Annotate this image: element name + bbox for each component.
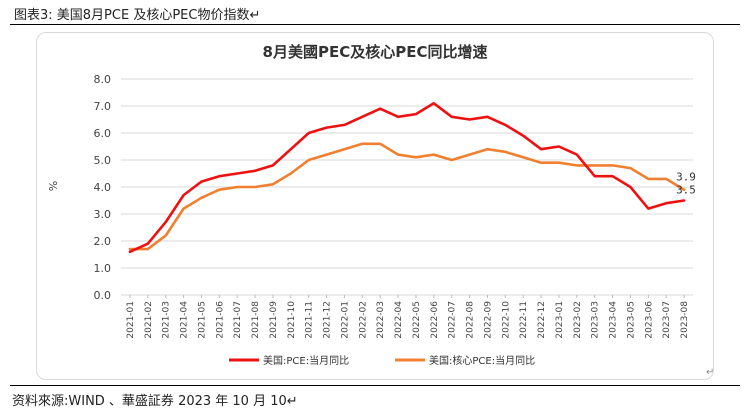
x-tick-label: 2022-07 (448, 301, 458, 339)
x-tick-label: 2021-01 (126, 301, 136, 339)
legend-label: 美国:PCE:当月同比 (263, 354, 349, 367)
caption-return-mark: ↵ (249, 8, 261, 23)
x-tick-label: 2021-04 (180, 301, 190, 339)
x-tick-label: 2022-11 (519, 301, 529, 339)
source-rule (10, 385, 740, 386)
x-tick-label: 2021-05 (197, 301, 207, 339)
y-tick-label: 8.0 (94, 73, 112, 86)
y-tick-label: 7.0 (94, 100, 112, 113)
x-tick-label: 2021-08 (251, 301, 261, 339)
y-tick-label: 6.0 (94, 127, 112, 140)
x-tick-label: 2023-08 (680, 301, 690, 339)
x-tick-label: 2022-02 (358, 301, 368, 339)
x-tick-label: 2021-07 (233, 301, 243, 339)
x-tick-label: 2022-03 (376, 301, 386, 339)
y-tick-label: 3.0 (94, 208, 112, 221)
caption-rule (10, 24, 740, 25)
figure-caption-text: 图表3: 美国8月PCE 及核心PEC物价指数 (14, 8, 250, 23)
series-line (128, 102, 686, 254)
end-data-label: 3.9 (676, 171, 696, 184)
end-labels: 3.53.9 (676, 171, 696, 197)
x-tick-label: 2023-07 (662, 301, 672, 339)
x-tick-labels: 2021-01 2021-02 2021-03 2021-04 2021-05 2021-… (126, 295, 690, 339)
x-tick-label: 2022-08 (466, 301, 476, 339)
series-line (128, 142, 686, 251)
chart-frame: 8月美國PEC及核心PEC同比增速 % 0.0 1.0 2.0 3.0 4.0 5.0 6.… (36, 32, 714, 380)
y-tick-labels: 0.0 1.0 2.0 3.0 4.0 5.0 6.0 7.0 8.0 (94, 73, 112, 302)
x-tick-label: 2021-10 (287, 301, 297, 339)
x-tick-label: 2021-12 (323, 301, 333, 339)
series-layer (128, 102, 686, 254)
x-tick-label: 2023-01 (555, 301, 565, 339)
source-text: 资料來源:WIND 、華盛証券 2023 年 10 月 10 (12, 394, 287, 409)
end-data-label: 3.5 (676, 184, 696, 197)
x-tick-label: 2023-06 (644, 301, 654, 339)
y-tick-label: 2.0 (94, 235, 112, 248)
x-tick-label: 2021-03 (162, 301, 172, 339)
y-tick-label: 1.0 (94, 262, 112, 275)
x-tick-label: 2022-04 (394, 301, 404, 339)
x-tick-label: 2021-09 (269, 301, 279, 339)
source-return-mark: ↵ (286, 394, 298, 409)
x-tick-label: 2023-05 (626, 301, 636, 339)
x-tick-label: 2021-02 (144, 301, 154, 339)
pce-line-chart: 8月美國PEC及核心PEC同比增速 % 0.0 1.0 2.0 3.0 4.0 5.0 6.… (47, 43, 696, 367)
grid-layer (121, 78, 693, 296)
x-tick-label: 2022-05 (412, 301, 422, 339)
legend: 美国:PCE:当月同比 美国:核心PCE:当月同比 (229, 354, 535, 367)
x-tick-label: 2022-06 (430, 301, 440, 339)
return-mark: ↵ (706, 367, 715, 378)
y-tick-label: 5.0 (94, 154, 112, 167)
chart-title: 8月美國PEC及核心PEC同比增速 (263, 43, 488, 61)
x-tick-label: 2023-03 (591, 301, 601, 339)
y-tick-label: 0.0 (94, 289, 112, 302)
source-note: 资料來源:WIND 、華盛証券 2023 年 10 月 10↵ (12, 390, 298, 409)
x-tick-label: 2021-06 (215, 301, 225, 339)
y-axis-label: % (47, 181, 60, 191)
x-tick-label: 2022-12 (537, 301, 547, 339)
x-tick-label: 2023-04 (609, 301, 619, 339)
x-tick-label: 2022-09 (483, 301, 493, 339)
x-tick-label: 2023-02 (573, 301, 583, 339)
legend-label: 美国:核心PCE:当月同比 (429, 354, 535, 367)
x-tick-label: 2022-01 (340, 301, 350, 339)
x-tick-label: 2022-10 (501, 301, 511, 339)
figure-caption: 图表3: 美国8月PCE 及核心PEC物价指数↵ (14, 4, 260, 23)
y-tick-label: 4.0 (94, 181, 112, 194)
x-tick-label: 2021-11 (305, 301, 315, 339)
